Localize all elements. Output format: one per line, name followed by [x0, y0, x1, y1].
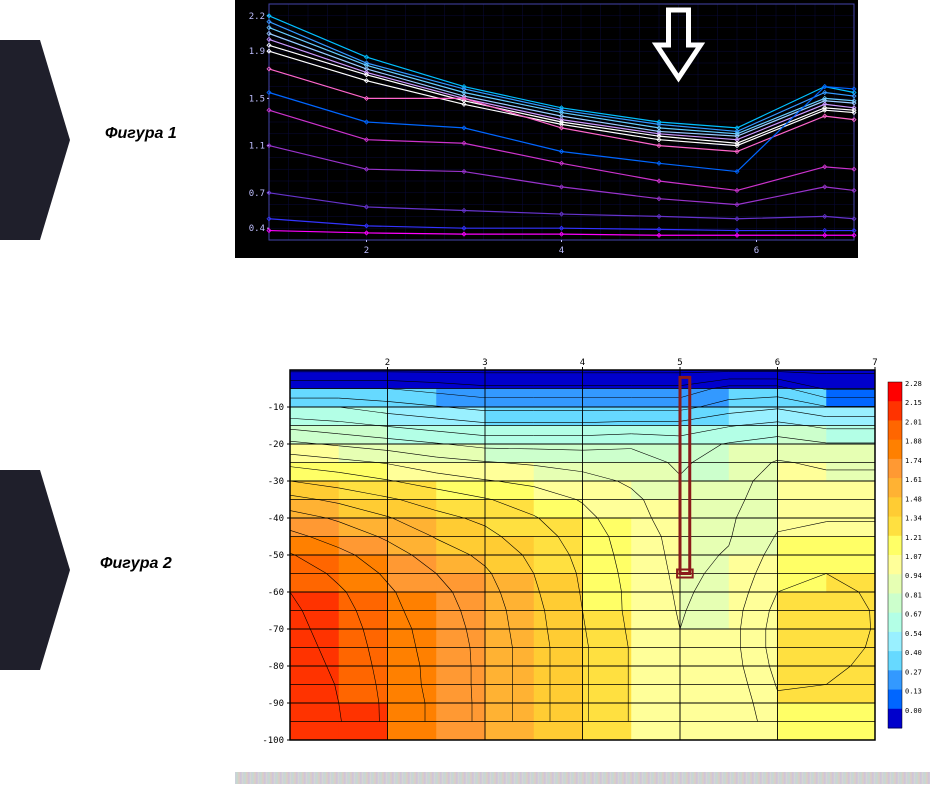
- svg-text:4: 4: [559, 246, 564, 256]
- svg-text:0.00: 0.00: [905, 707, 922, 715]
- svg-text:-90: -90: [268, 699, 284, 709]
- contour-chart-svg: 2 3 4 5 6 7 -10 -20 -30 -40 -50 -60 -70 -80 -90 -100 2.2…: [235, 352, 930, 746]
- svg-text:1.5: 1.5: [249, 94, 265, 104]
- svg-text:-80: -80: [268, 662, 284, 672]
- svg-text:1.34: 1.34: [905, 515, 922, 523]
- svg-text:2.2: 2.2: [249, 12, 265, 22]
- svg-text:-50: -50: [268, 551, 284, 561]
- svg-text:1.9: 1.9: [249, 47, 265, 57]
- svg-text:2.15: 2.15: [905, 399, 922, 407]
- svg-text:0.94: 0.94: [905, 572, 922, 580]
- svg-text:1.88: 1.88: [905, 438, 922, 446]
- contour-chart: 2 3 4 5 6 7 -10 -20 -30 -40 -50 -60 -70 -80 -90 -100 2.2…: [235, 352, 930, 746]
- svg-text:1.74: 1.74: [905, 457, 922, 465]
- svg-text:0.54: 0.54: [905, 630, 922, 638]
- svg-text:6: 6: [754, 246, 759, 256]
- svg-text:-100: -100: [262, 736, 284, 746]
- svg-text:2.01: 2.01: [905, 418, 922, 426]
- svg-text:0.7: 0.7: [249, 189, 265, 199]
- svg-text:1.61: 1.61: [905, 476, 922, 484]
- svg-text:4: 4: [580, 358, 585, 368]
- svg-text:0.81: 0.81: [905, 591, 922, 599]
- svg-text:2: 2: [385, 358, 390, 368]
- svg-text:0.4: 0.4: [249, 224, 265, 234]
- svg-text:-70: -70: [268, 625, 284, 635]
- svg-text:0.13: 0.13: [905, 688, 922, 696]
- svg-text:2.28: 2.28: [905, 380, 922, 388]
- svg-text:3: 3: [482, 358, 487, 368]
- svg-text:1.48: 1.48: [905, 495, 922, 503]
- svg-text:2: 2: [364, 246, 369, 256]
- svg-text:0.40: 0.40: [905, 649, 922, 657]
- svg-text:1.07: 1.07: [905, 553, 922, 561]
- svg-text:-10: -10: [268, 403, 284, 413]
- noise-strip: [235, 772, 930, 784]
- svg-text:0.27: 0.27: [905, 668, 922, 676]
- figure-1-label: Фигура 1: [105, 125, 177, 143]
- svg-text:-60: -60: [268, 588, 284, 598]
- svg-text:5: 5: [677, 358, 682, 368]
- svg-text:6: 6: [775, 358, 780, 368]
- line-chart-svg: 0.4 0.7 1.1 1.5 1.9 2.2 2 4 6: [235, 0, 858, 258]
- svg-text:1.1: 1.1: [249, 142, 265, 152]
- figure-2-label: Фигура 2: [100, 555, 172, 573]
- svg-text:-30: -30: [268, 477, 284, 487]
- svg-text:-20: -20: [268, 440, 284, 450]
- svg-text:0.67: 0.67: [905, 611, 922, 619]
- chevron-2: [0, 470, 70, 670]
- chevron-1: [0, 40, 70, 240]
- svg-text:1.21: 1.21: [905, 534, 922, 542]
- svg-text:7: 7: [872, 358, 877, 368]
- line-chart: 0.4 0.7 1.1 1.5 1.9 2.2 2 4 6: [235, 0, 858, 258]
- svg-text:-40: -40: [268, 514, 284, 524]
